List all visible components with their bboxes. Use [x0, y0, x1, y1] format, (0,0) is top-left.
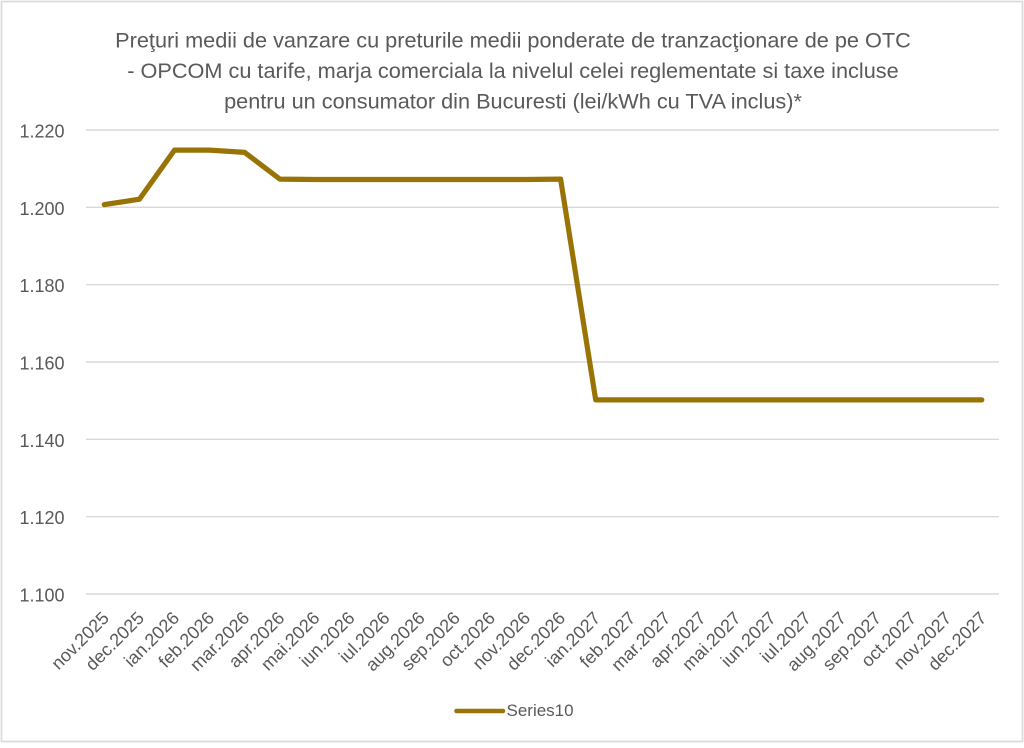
svg-text:1.180: 1.180 — [19, 276, 64, 296]
svg-text:1.160: 1.160 — [19, 354, 64, 374]
svg-text:Series10: Series10 — [507, 701, 574, 720]
svg-text:pentru un consumator din Bucur: pentru un consumator din Bucuresti (lei/… — [224, 88, 802, 113]
svg-text:1.140: 1.140 — [19, 431, 64, 451]
svg-text:1.220: 1.220 — [19, 122, 64, 142]
svg-text:1.120: 1.120 — [19, 508, 64, 528]
svg-text:1.100: 1.100 — [19, 586, 64, 606]
svg-text:1.200: 1.200 — [19, 199, 64, 219]
svg-text:Preţuri medii de vanzare cu pr: Preţuri medii de vanzare cu preturile me… — [115, 27, 911, 52]
svg-text:- OPCOM cu tarife, marja comer: - OPCOM cu tarife, marja comerciala la n… — [127, 58, 898, 83]
